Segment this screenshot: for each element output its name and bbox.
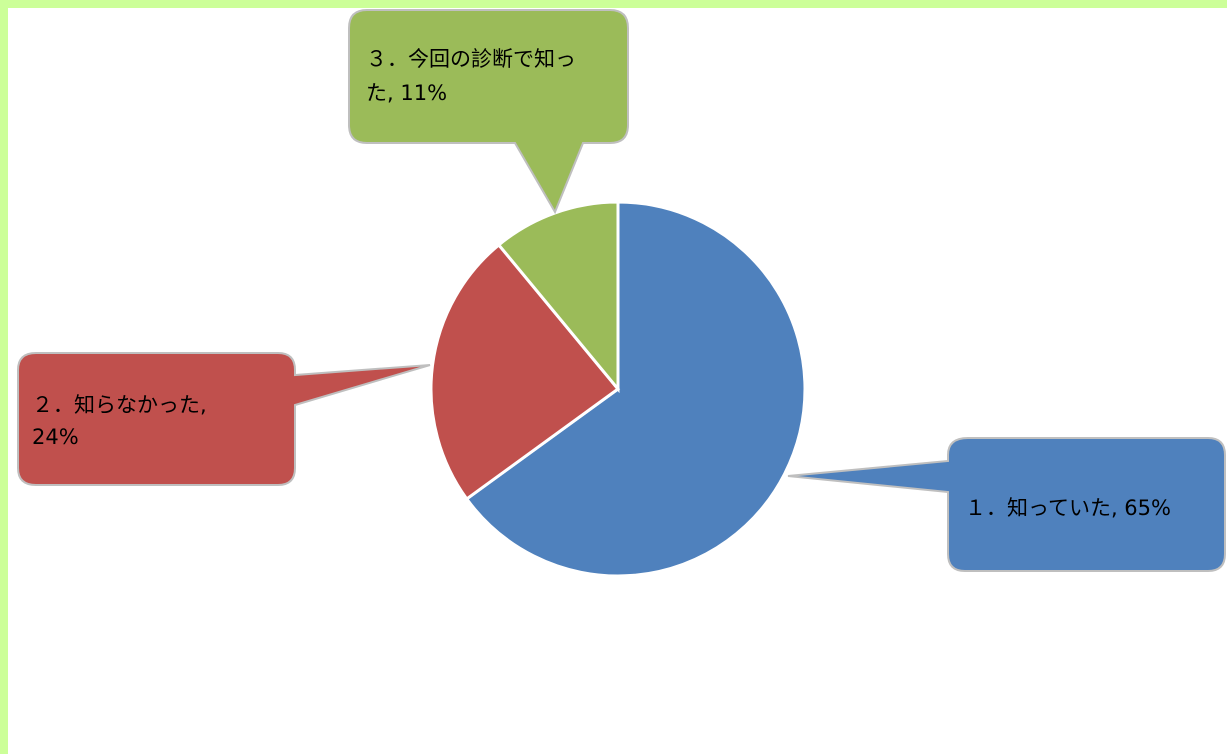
data-label-callout-learned: ３．今回の診断で知っ た, 11% (348, 9, 629, 215)
data-label-not-known-line1: ２．知らなかった, (32, 393, 207, 417)
pie-slice-not-known (429, 242, 621, 502)
callout-bubble-not-known (17, 352, 431, 486)
callout-bubble-known (787, 437, 1226, 572)
data-label-known-line1: １．知っていた, 65% (965, 496, 1171, 520)
data-label-learned-line2: た, 11% (366, 81, 447, 105)
data-label-learned-line1: ３．今回の診断で知っ (366, 47, 576, 71)
data-label-callout-not-known: ２．知らなかった, 24% (17, 352, 431, 486)
callout-bubble-learned (348, 9, 629, 215)
data-label-not-known-line2: 24% (32, 425, 79, 449)
pie-slice-known (464, 200, 807, 578)
data-label-callout-known: １．知っていた, 65% (787, 437, 1226, 572)
pie-slices (429, 200, 807, 578)
